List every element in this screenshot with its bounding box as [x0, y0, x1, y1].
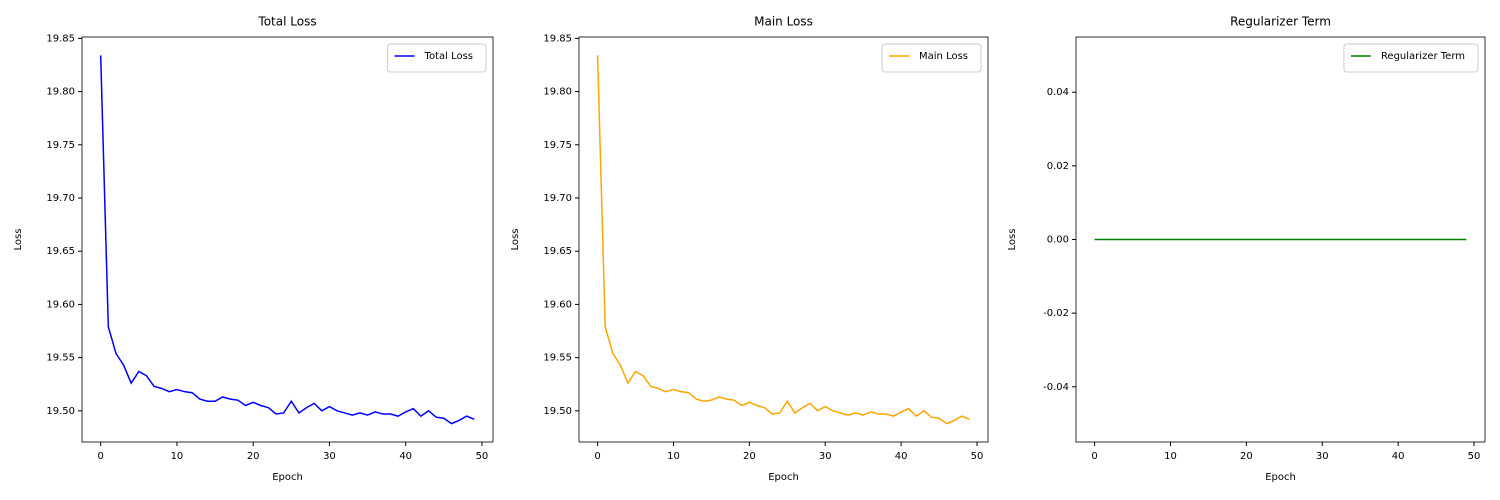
- y-tick-label: 19.60: [543, 299, 572, 310]
- x-tick-label: 10: [667, 451, 680, 462]
- chart-title: Main Loss: [754, 15, 813, 29]
- y-tick-label: 19.75: [46, 140, 75, 151]
- y-tick-label: -0.02: [1043, 308, 1069, 319]
- y-axis-label: Loss: [1007, 229, 1018, 251]
- y-tick-label: 19.75: [543, 140, 572, 151]
- x-tick-label: 50: [1468, 451, 1481, 462]
- x-tick-label: 10: [1164, 451, 1177, 462]
- axes-frame: [1075, 36, 1486, 443]
- x-tick-label: 10: [171, 451, 184, 462]
- x-tick-label: 0: [97, 451, 103, 462]
- y-tick-label: 19.85: [543, 33, 572, 44]
- data-line: [99, 55, 475, 425]
- y-tick-label: 19.50: [543, 406, 572, 417]
- y-axis-label: Loss: [13, 229, 24, 251]
- x-tick-label: 30: [1316, 451, 1329, 462]
- y-tick-label: 0.02: [1047, 161, 1069, 172]
- y-tick-label: 19.50: [46, 406, 75, 417]
- x-tick-label: 0: [594, 451, 600, 462]
- x-tick-label: 40: [895, 451, 908, 462]
- x-tick-label: 30: [323, 451, 336, 462]
- x-axis-label: Epoch: [1265, 472, 1296, 483]
- x-tick-label: 20: [247, 451, 260, 462]
- y-tick-label: 19.60: [46, 299, 75, 310]
- x-tick-label: 0: [1091, 451, 1097, 462]
- x-axis-label: Epoch: [768, 472, 799, 483]
- legend-box: [881, 43, 982, 73]
- axes-frame: [578, 36, 989, 443]
- y-axis-label: Loss: [510, 229, 521, 251]
- x-tick-label: 30: [819, 451, 832, 462]
- y-tick-label: 19.70: [46, 193, 75, 204]
- legend-box: [387, 43, 487, 73]
- chart-title: Total Loss: [257, 15, 316, 29]
- y-tick-label: 19.65: [46, 246, 75, 257]
- legend: Main Loss: [881, 43, 982, 73]
- data-line: [596, 55, 970, 425]
- x-tick-label: 40: [1392, 451, 1405, 462]
- x-tick-label: 40: [399, 451, 412, 462]
- legend-label: Main Loss: [919, 51, 968, 62]
- y-tick-label: -0.04: [1043, 382, 1069, 393]
- chart-title: Regularizer Term: [1230, 15, 1331, 29]
- y-tick-label: 19.85: [46, 33, 75, 44]
- legend: Total Loss: [387, 43, 487, 73]
- x-tick-label: 50: [971, 451, 984, 462]
- axes-frame: [81, 36, 494, 443]
- y-tick-label: 19.65: [543, 246, 572, 257]
- legend-box: [1343, 43, 1479, 73]
- y-tick-label: 0.00: [1047, 235, 1069, 246]
- legend: Regularizer Term: [1343, 43, 1479, 73]
- legend-label: Regularizer Term: [1381, 51, 1465, 62]
- legend-label: Total Loss: [424, 51, 473, 62]
- y-tick-label: 19.55: [543, 353, 572, 364]
- x-tick-label: 50: [476, 451, 489, 462]
- x-axis-label: Epoch: [272, 472, 303, 483]
- y-tick-label: 19.80: [46, 87, 75, 98]
- x-tick-label: 20: [743, 451, 756, 462]
- y-tick-label: 19.55: [46, 353, 75, 364]
- x-tick-label: 20: [1240, 451, 1253, 462]
- y-tick-label: 19.80: [543, 87, 572, 98]
- y-tick-label: 19.70: [543, 193, 572, 204]
- y-tick-label: 0.04: [1047, 87, 1069, 98]
